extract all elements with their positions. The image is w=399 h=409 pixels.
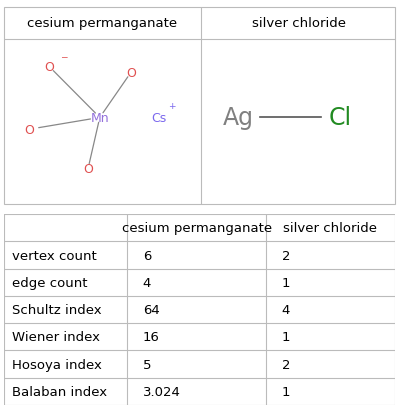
Text: 64: 64 xyxy=(143,303,160,316)
Text: O: O xyxy=(24,124,34,136)
Text: 1: 1 xyxy=(282,276,290,289)
Text: 4: 4 xyxy=(143,276,151,289)
Text: cesium permanganate: cesium permanganate xyxy=(122,222,272,235)
Text: +: + xyxy=(168,102,176,111)
Text: Balaban index: Balaban index xyxy=(12,385,107,398)
Text: Ag: Ag xyxy=(223,106,254,130)
Text: 3.024: 3.024 xyxy=(143,385,181,398)
Text: 1: 1 xyxy=(282,385,290,398)
Text: 6: 6 xyxy=(143,249,151,262)
Text: edge count: edge count xyxy=(12,276,87,289)
Text: Mn: Mn xyxy=(91,112,109,125)
Text: vertex count: vertex count xyxy=(12,249,97,262)
Text: cesium permanganate: cesium permanganate xyxy=(27,18,177,30)
Text: Cs: Cs xyxy=(151,112,166,125)
Text: Schultz index: Schultz index xyxy=(12,303,101,316)
Text: Wiener index: Wiener index xyxy=(12,330,100,344)
Text: 4: 4 xyxy=(282,303,290,316)
Text: O: O xyxy=(83,163,93,175)
Text: −: − xyxy=(60,52,67,61)
Text: silver chloride: silver chloride xyxy=(252,18,346,30)
Text: Hosoya index: Hosoya index xyxy=(12,358,102,371)
Text: 5: 5 xyxy=(143,358,151,371)
Text: 16: 16 xyxy=(143,330,160,344)
Text: Cl: Cl xyxy=(329,106,352,130)
Text: 2: 2 xyxy=(282,358,290,371)
Text: silver chloride: silver chloride xyxy=(284,222,377,235)
Text: O: O xyxy=(44,61,54,74)
Text: 1: 1 xyxy=(282,330,290,344)
Text: 2: 2 xyxy=(282,249,290,262)
Text: O: O xyxy=(126,67,136,79)
